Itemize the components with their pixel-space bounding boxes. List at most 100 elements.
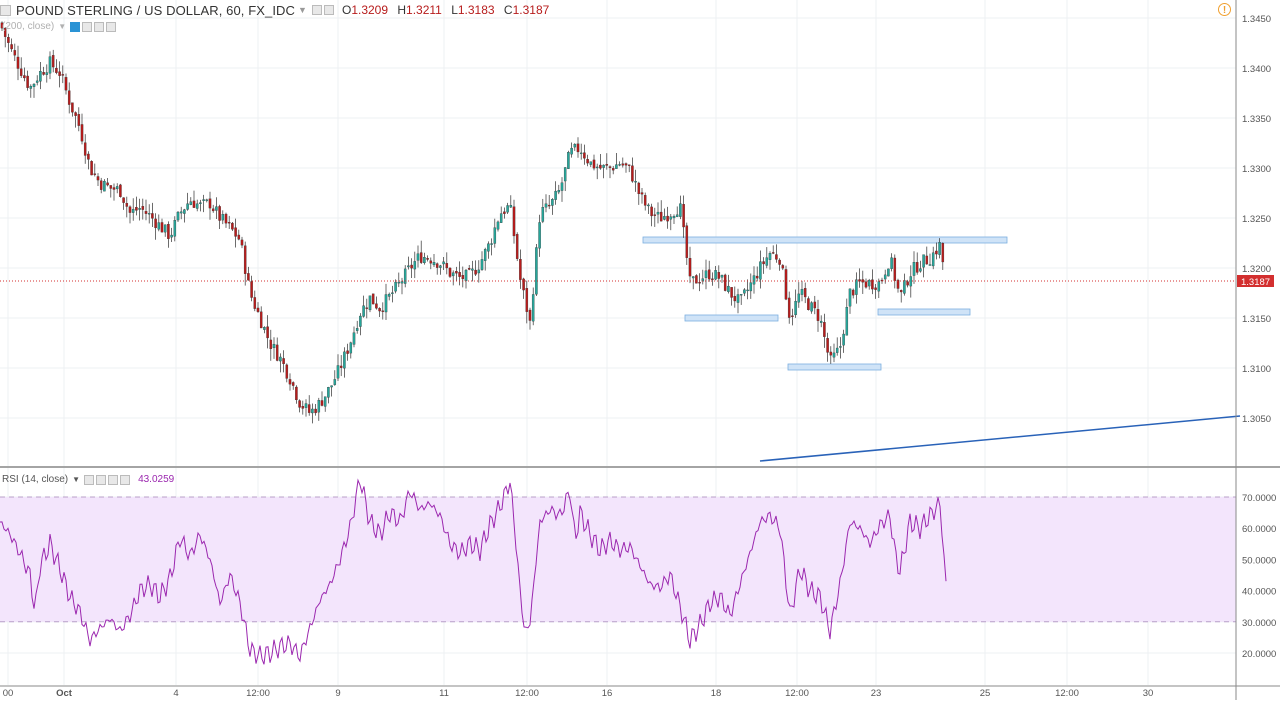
rsi-y-tick-label: 70.0000 [1242,493,1276,504]
candle-body [711,278,714,280]
rsi-y-tick-label: 50.0000 [1242,555,1276,566]
candle-body [627,164,631,166]
candle-body [125,203,129,207]
candle-body [816,309,820,321]
trendline[interactable] [759,415,1241,462]
candle-body [714,270,717,280]
ma-settings-icon[interactable] [82,21,93,32]
candle-body [3,27,7,37]
candle-body [643,195,647,206]
symbol-legend: POUND STERLING / US DOLLAR, 60, FX_IDC ▼… [0,0,555,20]
candle-body [435,263,439,268]
candle-body [759,261,762,280]
rsi-settings-icon[interactable] [96,474,107,485]
candle-body [227,222,231,224]
candle-body [29,85,33,89]
candle-body [317,400,321,413]
zone-rect [684,314,779,322]
candle-body [327,387,330,398]
candle-body [659,211,663,222]
candle-body [298,400,301,408]
candle-body [103,180,106,192]
candle-body [771,252,775,254]
candle-body [339,365,343,368]
support-resistance-zones[interactable] [642,236,1008,371]
candle-body [269,339,273,350]
zone-rect [642,236,1008,244]
candle-body [195,203,199,209]
candle-body [426,258,429,260]
candle-body [704,270,708,278]
candle-body [45,72,49,75]
candle-body [611,168,615,171]
warning-icon[interactable]: ! [1218,3,1231,16]
visibility-icon[interactable] [311,5,322,15]
candle-body [618,164,621,166]
candle-body [698,282,701,284]
axis-labels: 1.3450 1.3400 1.3350 1.3300 1.3250 1.3200 1.31… [3,14,1277,699]
candle-body [573,144,577,148]
candle-body [451,272,455,277]
candle-body [163,224,167,233]
symbol-dropdown-icon[interactable]: ▼ [298,5,307,15]
x-tick-label: 4 [173,688,178,699]
ma-plus-icon[interactable] [94,21,105,32]
candle-body [23,75,26,79]
candle-body [247,273,250,281]
candle-body [64,77,68,91]
rsi-y-tick-label: 30.0000 [1242,618,1276,629]
candle-body [266,326,269,339]
candle-body [848,288,852,307]
candle-body [765,257,769,266]
candle-body [867,280,871,287]
candle-body [791,315,794,317]
candle-body [813,301,817,309]
candle-body [679,203,682,217]
rsi-dropdown-icon[interactable]: ▼ [72,475,81,484]
candle-body [557,190,561,193]
candle-body [343,351,346,369]
candle-body [77,114,81,126]
candle-body [51,55,55,68]
candle-body [823,322,826,337]
candle-body [675,214,679,217]
rsi-visibility-icon[interactable] [84,474,95,485]
candle-body [615,164,618,169]
candle-body [525,288,529,312]
candle-body [624,163,628,166]
last-price-tag [1237,275,1274,287]
candle-body [493,227,497,244]
candle-body [509,204,513,208]
candle-body [551,199,554,206]
ma-dropdown-icon[interactable]: ▼ [58,22,67,31]
ma-close-icon[interactable] [106,21,117,32]
settings-icon[interactable] [323,5,334,15]
ma-visibility-icon[interactable] [70,21,81,32]
candle-body [39,71,42,82]
candle-body [839,346,842,348]
collapse-legend-icon[interactable] [0,4,11,16]
candle-body [938,242,941,255]
candle-body [87,153,90,160]
candle-body [272,343,276,349]
rsi-plus-icon[interactable] [108,474,119,485]
candle-body [877,281,881,292]
x-tick-label: 25 [980,688,991,699]
rsi-close-icon[interactable] [120,474,131,485]
candle-body [717,272,721,279]
candle-body [778,259,781,265]
candle-body [483,249,487,261]
candles [0,21,945,424]
candle-body [16,56,20,69]
candle-body [170,234,173,238]
y-tick-label: 1.3350 [1242,114,1271,125]
close-value: 1.3187 [512,3,550,17]
candle-body [896,279,900,289]
candle-body [330,385,333,388]
candle-body [903,280,906,294]
candle-body [829,351,833,356]
zone-rect [787,363,882,371]
candle-body [320,400,324,406]
x-tick-label: 23 [871,688,882,699]
